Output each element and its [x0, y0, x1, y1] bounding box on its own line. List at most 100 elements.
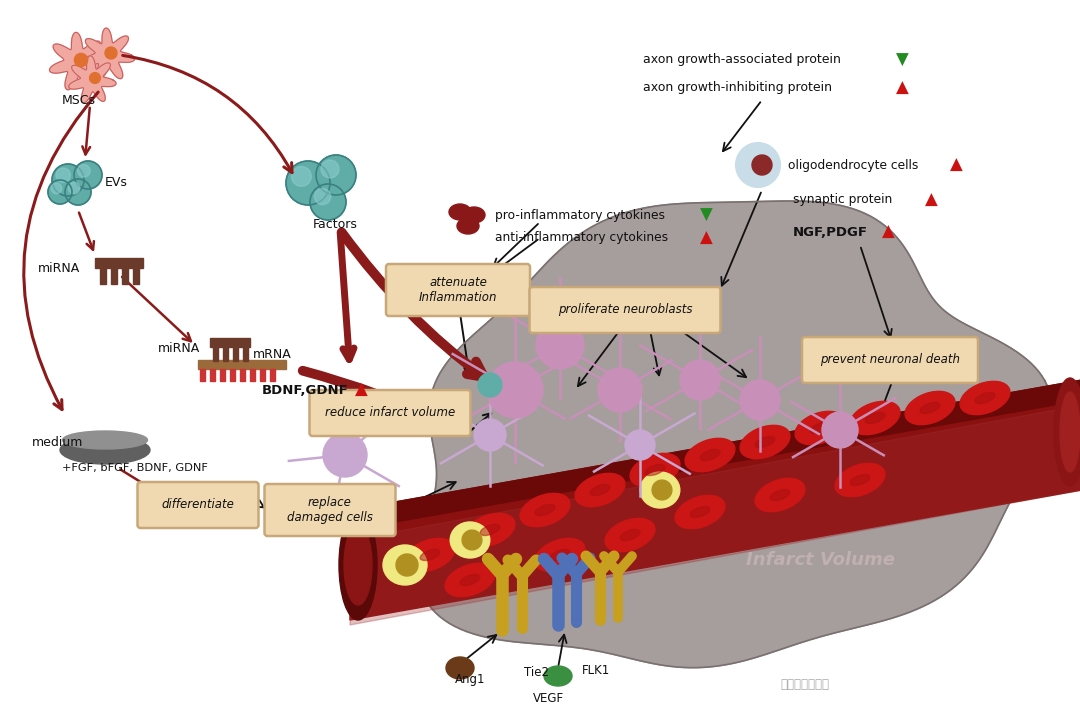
Ellipse shape — [544, 666, 572, 686]
Text: Tie2: Tie2 — [524, 666, 549, 680]
Text: ▲: ▲ — [882, 223, 894, 241]
Ellipse shape — [445, 563, 495, 597]
Ellipse shape — [450, 522, 490, 558]
Bar — [230, 369, 235, 381]
FancyBboxPatch shape — [802, 337, 978, 383]
Text: pro-inflammatory cytokines: pro-inflammatory cytokines — [495, 208, 665, 222]
Ellipse shape — [740, 425, 789, 459]
Text: miRNA: miRNA — [38, 262, 80, 274]
Polygon shape — [50, 33, 107, 90]
Bar — [111, 268, 117, 284]
Bar — [100, 268, 106, 284]
Circle shape — [680, 360, 720, 400]
Bar — [210, 338, 249, 347]
Circle shape — [625, 430, 654, 460]
Circle shape — [310, 184, 346, 220]
Circle shape — [314, 188, 330, 205]
Bar — [233, 347, 238, 361]
Bar — [213, 347, 218, 361]
Bar — [260, 369, 265, 381]
FancyArrowPatch shape — [302, 370, 448, 424]
Text: anti-inflammatory cytokines: anti-inflammatory cytokines — [495, 232, 669, 245]
Bar — [122, 268, 129, 284]
Text: ▲: ▲ — [700, 229, 713, 247]
Text: ▲: ▲ — [896, 79, 908, 97]
Ellipse shape — [865, 412, 885, 424]
Text: ▲: ▲ — [924, 191, 937, 209]
Bar — [220, 369, 225, 381]
Circle shape — [487, 362, 543, 418]
Ellipse shape — [420, 550, 440, 560]
Text: axon growth-associated protein: axon growth-associated protein — [643, 53, 841, 67]
Circle shape — [735, 143, 780, 187]
Ellipse shape — [835, 464, 885, 497]
Circle shape — [752, 155, 772, 175]
Ellipse shape — [405, 538, 455, 572]
Text: +FGF, bFGF, BDNF, GDNF: +FGF, bFGF, BDNF, GDNF — [62, 463, 207, 473]
Ellipse shape — [920, 402, 940, 414]
Polygon shape — [82, 28, 135, 80]
Ellipse shape — [605, 518, 654, 552]
Ellipse shape — [463, 207, 485, 223]
Bar — [243, 347, 248, 361]
Bar — [240, 369, 245, 381]
Circle shape — [65, 179, 91, 205]
Ellipse shape — [755, 479, 805, 512]
Text: oligodendrocyte cells: oligodendrocyte cells — [788, 159, 918, 171]
Circle shape — [478, 373, 502, 397]
Circle shape — [105, 47, 117, 59]
Text: MSCs: MSCs — [62, 94, 96, 107]
Bar — [198, 360, 286, 369]
Bar — [249, 369, 255, 381]
Ellipse shape — [620, 530, 639, 540]
Ellipse shape — [850, 401, 900, 434]
Text: prevent neuronal death: prevent neuronal death — [820, 353, 960, 366]
Ellipse shape — [810, 422, 829, 434]
Text: synaptic protein: synaptic protein — [793, 193, 892, 206]
Bar — [210, 369, 215, 381]
Text: Infarct Volume: Infarct Volume — [745, 551, 894, 569]
Text: VEGF: VEGF — [532, 692, 564, 705]
Text: 干细胞与外泌体: 干细胞与外泌体 — [780, 678, 829, 692]
Polygon shape — [350, 380, 1080, 530]
Text: FLK1: FLK1 — [582, 663, 610, 676]
Ellipse shape — [690, 506, 710, 518]
Circle shape — [474, 419, 507, 451]
Ellipse shape — [850, 474, 869, 486]
Ellipse shape — [575, 474, 625, 507]
Text: ▲: ▲ — [950, 156, 962, 174]
Circle shape — [51, 183, 62, 194]
Circle shape — [462, 530, 482, 550]
Circle shape — [822, 412, 858, 448]
Ellipse shape — [645, 464, 665, 476]
Ellipse shape — [63, 431, 148, 449]
Ellipse shape — [457, 218, 480, 234]
Text: ▼: ▼ — [700, 206, 713, 224]
Ellipse shape — [339, 510, 377, 620]
Text: mRNA: mRNA — [253, 348, 292, 361]
Ellipse shape — [1059, 392, 1080, 472]
Circle shape — [740, 380, 780, 420]
Ellipse shape — [960, 381, 1010, 415]
Text: Factors: Factors — [312, 218, 357, 232]
Circle shape — [652, 480, 672, 500]
Circle shape — [75, 161, 102, 189]
Ellipse shape — [383, 545, 427, 585]
Ellipse shape — [675, 496, 725, 529]
Ellipse shape — [465, 513, 515, 547]
FancyBboxPatch shape — [310, 390, 471, 436]
Text: ▲: ▲ — [355, 381, 368, 399]
FancyBboxPatch shape — [386, 264, 530, 316]
Ellipse shape — [630, 454, 680, 486]
FancyBboxPatch shape — [137, 482, 258, 528]
Polygon shape — [350, 405, 1080, 625]
Ellipse shape — [795, 412, 845, 444]
FancyArrowPatch shape — [340, 232, 354, 360]
Ellipse shape — [640, 472, 679, 508]
Circle shape — [396, 554, 418, 576]
Bar — [270, 369, 275, 381]
FancyArrowPatch shape — [24, 92, 98, 410]
Circle shape — [321, 160, 339, 178]
Ellipse shape — [550, 550, 570, 560]
Ellipse shape — [975, 392, 995, 404]
